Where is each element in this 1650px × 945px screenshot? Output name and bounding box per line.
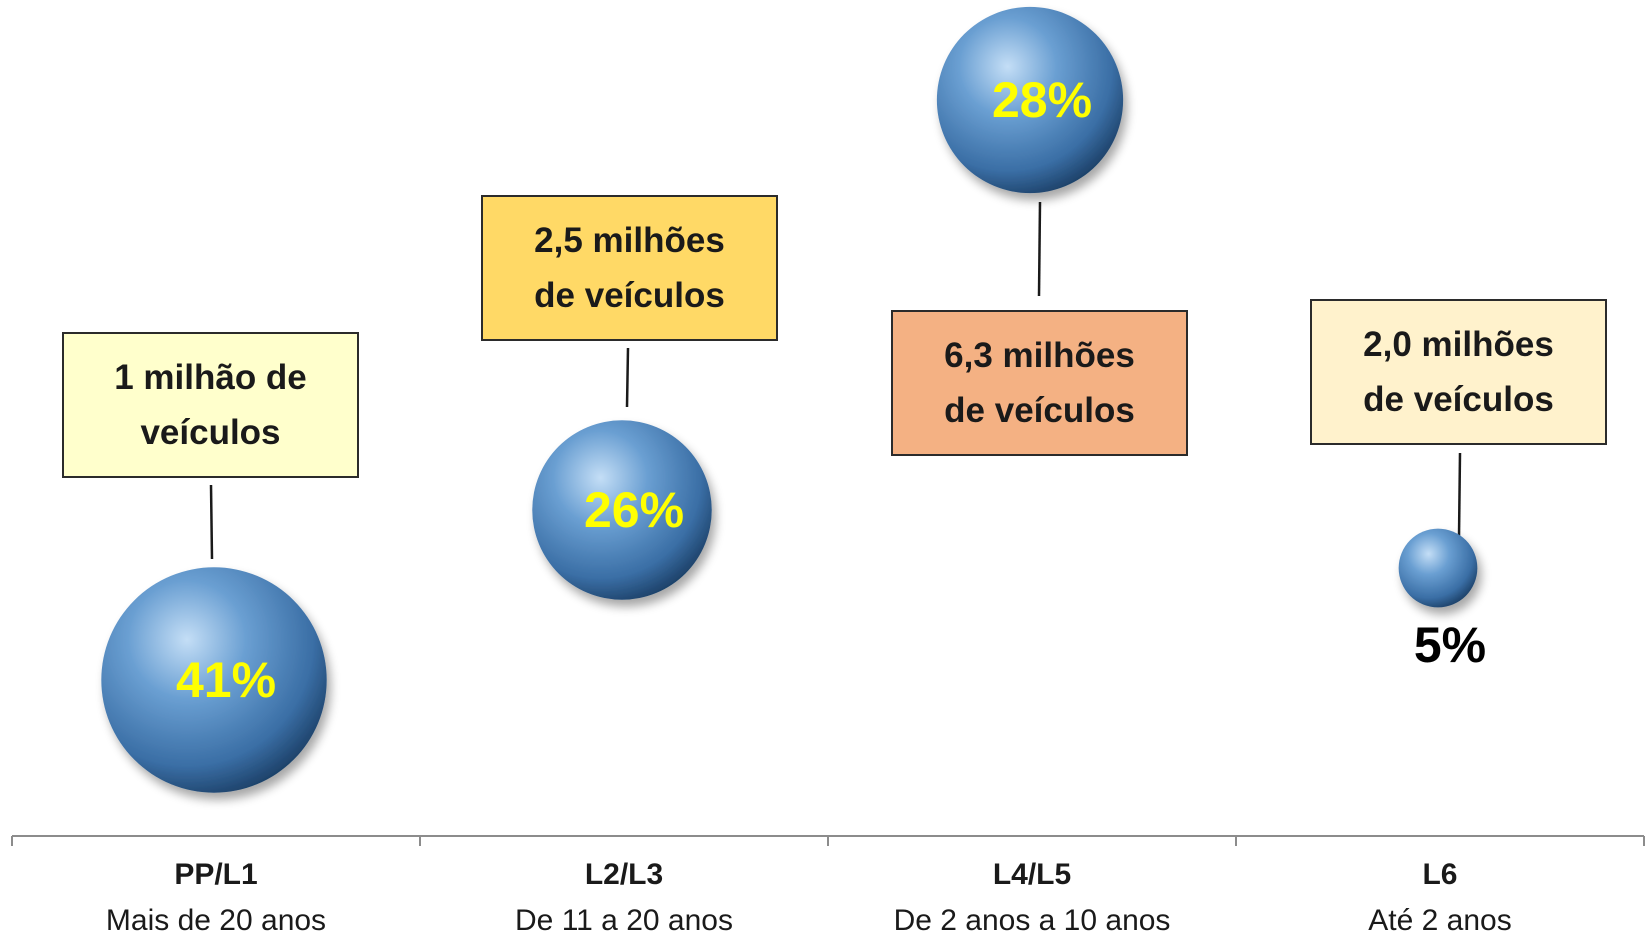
bubble-value-label: 26% <box>583 482 685 538</box>
callout-line-1: 1 milhão de <box>114 358 307 397</box>
callout-line-1: 2,0 milhões <box>1363 325 1554 364</box>
x-axis-category: L4/L5 De 2 anos a 10 anos <box>832 852 1232 944</box>
category-description: De 2 anos a 10 anos <box>893 904 1171 937</box>
volume-callout: 6,3 milhões de veículos <box>891 310 1188 456</box>
bubble-value-label: 28% <box>991 72 1093 128</box>
callout-connector <box>209 484 214 560</box>
callout-line-1: 2,5 milhões <box>534 221 725 260</box>
category-name: L4/L5 <box>992 858 1072 891</box>
category-description: Até 2 anos <box>1368 904 1512 937</box>
category-description: Mais de 20 anos <box>105 904 327 937</box>
callout-connector <box>625 347 630 408</box>
category-description: De 11 a 20 anos <box>515 904 733 937</box>
volume-callout: 2,0 milhões de veículos <box>1310 299 1607 445</box>
bubble-value-label: 5% <box>1413 617 1487 674</box>
callout-line-2: de veículos <box>944 391 1135 430</box>
bubble-value-label: 41% <box>175 652 277 708</box>
callout-connector <box>1457 452 1462 538</box>
category-name: L6 <box>1422 858 1458 891</box>
bubble-pp-l1 <box>101 567 327 793</box>
category-name: PP/L1 <box>174 858 258 891</box>
x-axis-category: L6 Até 2 anos <box>1240 852 1640 944</box>
bubble-l4-l5 <box>936 6 1124 194</box>
callout-line-2: de veículos <box>534 276 725 315</box>
volume-callout: 2,5 milhões de veículos <box>481 195 778 341</box>
bubble-l6 <box>1398 528 1478 608</box>
bubble-l2-l3 <box>532 420 712 600</box>
callout-line-2: de veículos <box>1363 380 1554 419</box>
callout-line-1: 6,3 milhões <box>944 336 1135 375</box>
callout-line-2: veículos <box>140 413 281 452</box>
x-axis-category: PP/L1 Mais de 20 anos <box>16 852 416 944</box>
volume-callout: 1 milhão de veículos <box>62 332 359 478</box>
callout-connector <box>1037 201 1042 297</box>
x-axis-category: L2/L3 De 11 a 20 anos <box>424 852 824 944</box>
category-name: L2/L3 <box>584 858 664 891</box>
